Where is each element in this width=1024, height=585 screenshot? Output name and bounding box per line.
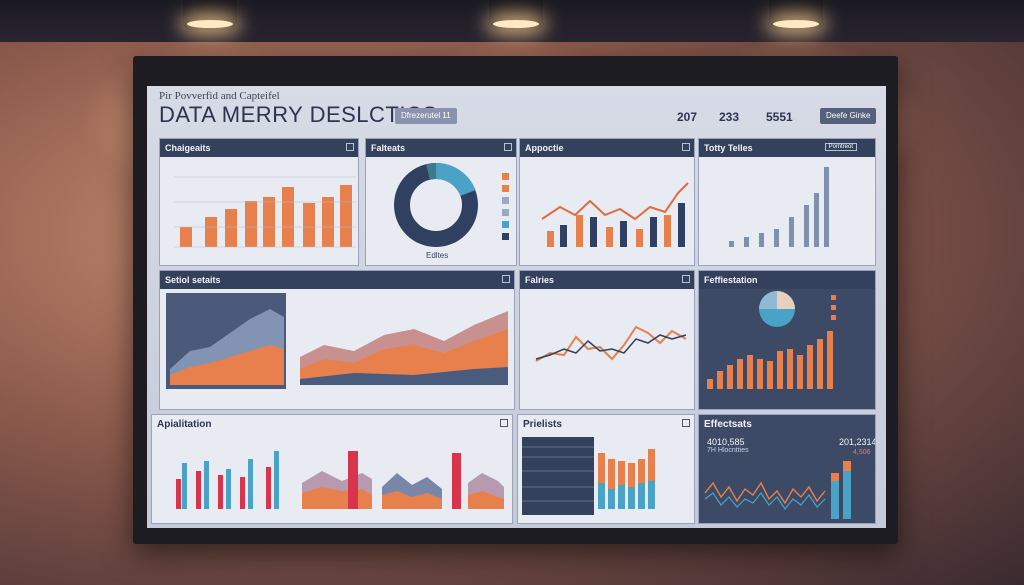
panel-setiol-setaits: Setiol setaits [159,270,515,410]
bar-chart [174,176,356,248]
panel-expand-icon[interactable] [346,143,354,151]
panel-header [160,271,514,289]
panel-falries: Falries [519,270,695,410]
pie-and-bars [707,291,836,389]
header-stat-2: 233 [719,110,740,124]
bar-chart [729,167,829,247]
dashboard-title: DATA MERRY DESLCTICS [159,102,438,127]
line-chart [535,325,687,362]
panel-expand-icon[interactable] [682,419,690,427]
area-chart-large [300,311,508,385]
header-button[interactable]: Deefe Ginke [820,108,877,124]
panel-feffiestation: Feffiestation [698,270,876,410]
spotlight-left [183,0,237,30]
panel-title: Appoctie [525,143,564,153]
panel-expand-icon[interactable] [682,143,690,151]
panel-expand-icon[interactable] [500,419,508,427]
panel-effectsats: Effectsats 4010,585 7H Hlocntties 201,23… [698,414,876,524]
panel-header [520,271,694,289]
panel-appoctie: Appoctie [519,138,695,266]
spotlight-right [769,0,823,30]
header-stat-1: 207 [677,110,698,124]
metric-right-red: 4,506 [853,449,871,456]
area-chart-small [166,293,286,389]
donut-label: Edltes [426,251,449,260]
metric-left-sub: 7H Hlocntties [707,447,749,454]
panel-falteats: Falteats Edltes [365,138,517,266]
spotlight-center [489,0,543,30]
bar-line-chart [541,182,689,247]
table-and-stacked-bars [522,437,655,515]
column-chart-group [176,451,504,509]
header-chip[interactable]: Dfrezerutel 11 [395,108,457,124]
panel-title: Feffiestation [704,275,758,285]
panel-title: Falteats [371,143,406,153]
panel-title: Apialitation [157,419,212,430]
panel-header [160,139,358,157]
panel-title: Falries [525,275,555,285]
panel-expand-icon[interactable] [504,143,512,151]
panel-title: Totty Telles [704,143,753,153]
panel-header [366,139,516,157]
panel-button[interactable]: Pomtreot [824,143,857,151]
panel-title: Effectsats [704,419,752,430]
donut-chart [394,162,509,247]
panel-title: Setiol setaits [165,275,221,285]
panel-title: Prielists [523,419,562,430]
panel-header [699,271,875,289]
panel-expand-icon[interactable] [502,275,510,283]
panel-header [520,139,694,157]
line-and-bars [704,461,851,519]
metric-right: 201,2314 [839,437,876,447]
dashboard-subtitle: Pir Povverfid and Capteifel [159,90,280,102]
header-stat-3: 5551 [766,110,793,124]
panel-apialitation: Apialitation [151,414,513,524]
panel-totty-telles: Totty Telles Pomtreot [698,138,876,266]
dashboard-screen: Pir Povverfid and Capteifel DATA MERRY D… [147,86,886,528]
panel-prielists: Prielists [517,414,695,524]
panel-title: Chaigeaits [165,143,211,153]
panel-chaigeaits: Chaigeaits [159,138,359,266]
metric-left: 4010,585 [707,437,745,447]
panel-expand-icon[interactable] [682,275,690,283]
